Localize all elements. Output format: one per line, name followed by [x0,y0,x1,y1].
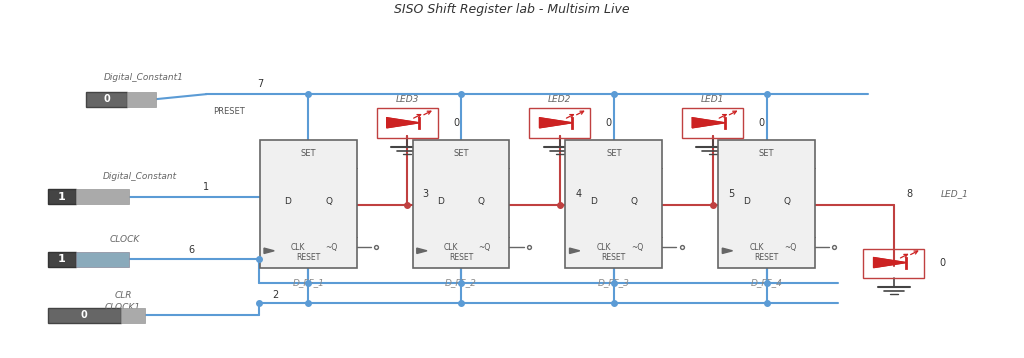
Text: ~Q: ~Q [631,243,643,252]
Text: 8: 8 [906,189,912,199]
Bar [76,189,129,204]
Text: Q: Q [326,197,332,205]
Text: RESET: RESET [449,253,473,262]
Text: CLK: CLK [596,243,611,252]
Text: 1: 1 [58,254,66,264]
Polygon shape [387,118,419,128]
Bar [682,108,743,138]
Bar [76,252,129,267]
Text: ~Q: ~Q [326,243,338,252]
Bar [47,252,76,267]
Text: LED_1: LED_1 [941,189,969,198]
Text: CLOCK1: CLOCK1 [104,303,141,311]
Text: LED1: LED1 [701,95,724,104]
Polygon shape [692,118,725,128]
Text: Q: Q [783,197,791,205]
Text: 3: 3 [422,189,428,199]
Text: D_FF_1: D_FF_1 [293,278,325,287]
Text: 2: 2 [272,290,279,300]
Text: ~Q: ~Q [478,243,490,252]
Bar [565,140,663,268]
Text: CLK: CLK [750,243,764,252]
Text: ~Q: ~Q [784,243,797,252]
Polygon shape [417,248,427,253]
Text: CLK: CLK [291,243,305,252]
Text: 6: 6 [188,245,195,255]
Text: 5: 5 [728,189,734,199]
Bar [260,140,356,268]
Text: Q: Q [631,197,638,205]
Text: D: D [285,197,292,205]
Text: SET: SET [606,149,622,158]
Polygon shape [569,248,580,253]
Polygon shape [264,248,274,253]
Polygon shape [722,248,732,253]
Text: LED3: LED3 [395,95,419,104]
Text: Digital_Constant: Digital_Constant [103,172,177,181]
Text: 0: 0 [103,94,110,104]
Text: D: D [742,197,750,205]
Text: CLR: CLR [115,291,132,300]
Text: D: D [437,197,444,205]
Bar [413,140,510,268]
Text: 1: 1 [58,192,66,202]
Text: SET: SET [759,149,774,158]
Text: 7: 7 [257,79,263,89]
Text: RESET: RESET [296,253,321,262]
Polygon shape [873,257,906,268]
Text: 0: 0 [605,118,611,128]
Text: PRESET: PRESET [213,107,245,116]
Bar [47,189,76,204]
Text: D_FF_4: D_FF_4 [751,278,782,287]
Bar [377,108,437,138]
Text: CLK: CLK [443,243,458,252]
Polygon shape [540,118,572,128]
Bar [47,308,121,323]
Bar [529,108,591,138]
Bar [86,92,127,107]
Text: D: D [590,197,597,205]
Text: 0: 0 [759,118,765,128]
Text: 0: 0 [453,118,459,128]
Text: SET: SET [301,149,316,158]
Bar [127,92,156,107]
Text: Q: Q [478,197,485,205]
Text: D_FF_3: D_FF_3 [598,278,630,287]
Bar [863,249,925,278]
Bar [121,308,145,323]
Text: CLOCK: CLOCK [110,235,140,244]
Title: SISO Shift Register lab - Multisim Live: SISO Shift Register lab - Multisim Live [394,3,630,16]
Text: RESET: RESET [755,253,778,262]
Text: RESET: RESET [602,253,626,262]
Bar [718,140,815,268]
Text: LED2: LED2 [548,95,571,104]
Text: 0: 0 [940,257,946,267]
Text: 4: 4 [575,189,582,199]
Text: Digital_Constant1: Digital_Constant1 [103,73,183,82]
Text: 0: 0 [81,310,88,320]
Text: D_FF_2: D_FF_2 [445,278,477,287]
Text: SET: SET [454,149,469,158]
Text: 1: 1 [204,182,210,192]
